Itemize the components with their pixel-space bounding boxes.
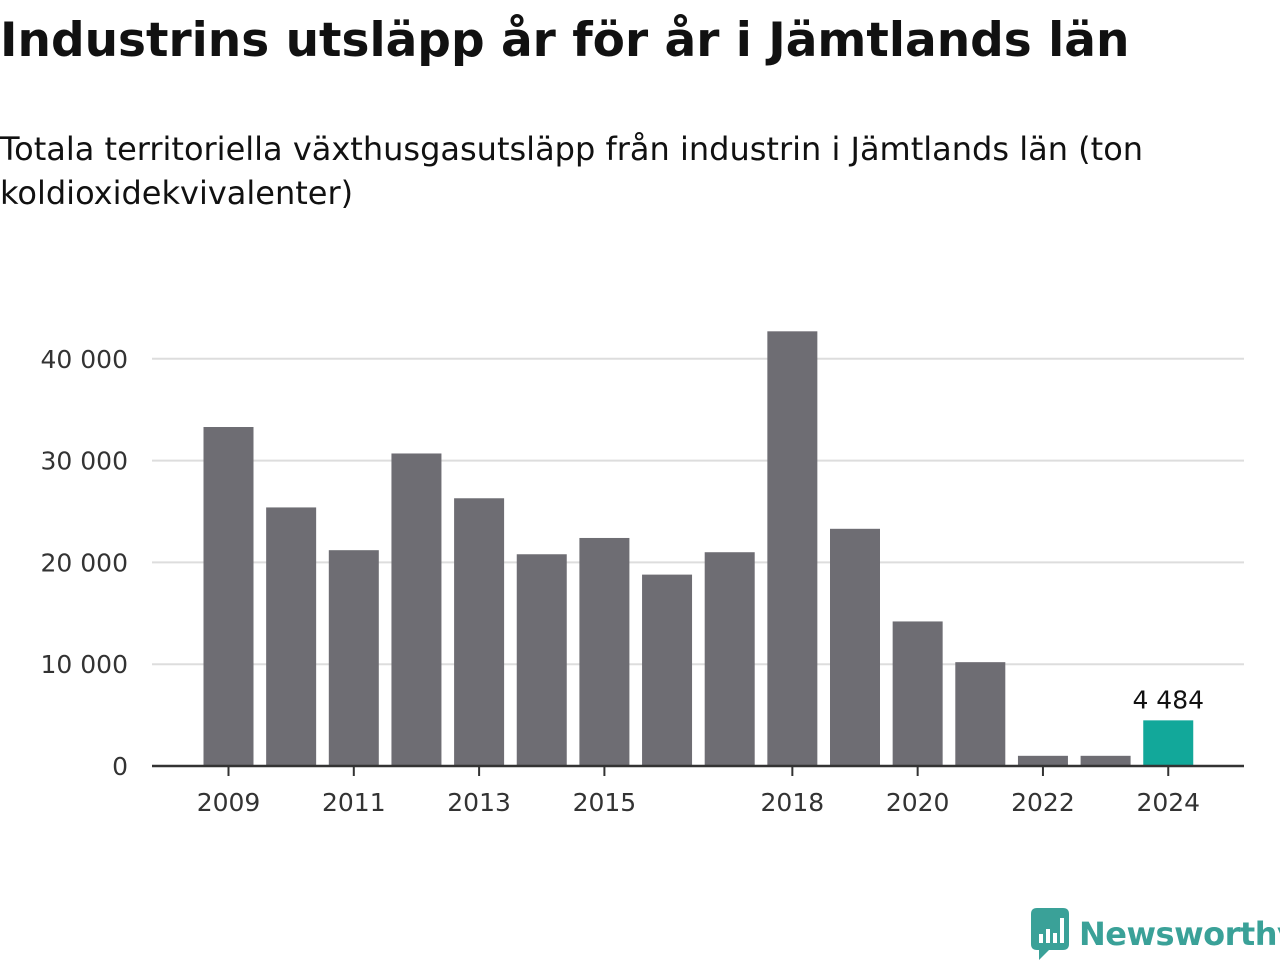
x-tick-label: 2020: [886, 788, 950, 817]
bar-2021: [955, 662, 1006, 766]
data-label: 4 484: [1132, 685, 1204, 714]
x-tick-label: 2024: [1136, 788, 1200, 817]
bar-2009: [203, 427, 254, 766]
x-tick-label: 2022: [1011, 788, 1075, 817]
bar-2013: [454, 498, 505, 766]
x-tick-label: 2013: [447, 788, 511, 817]
bar-2012: [391, 453, 442, 766]
x-tick-label: 2011: [322, 788, 386, 817]
x-tick-label: 2009: [197, 788, 261, 817]
bar-chart: 0 10 000 20 000 30 000 40 000 2009 2011 2013 201…: [41, 331, 1244, 817]
y-tick-label: 0: [112, 752, 128, 781]
newsworthy-logo-icon: [1031, 908, 1069, 960]
bar-2015: [579, 537, 630, 766]
x-tick-label: 2015: [573, 788, 637, 817]
bar-2023: [1080, 755, 1131, 766]
x-tick-label: 2018: [761, 788, 825, 817]
chart-subtitle: Totala territoriella växthusgasutsläpp f…: [0, 130, 1144, 212]
y-tick-label: 10 000: [41, 650, 128, 679]
bar-2024: [1143, 720, 1194, 766]
bar-2019: [830, 528, 880, 766]
bar-2018: [767, 331, 818, 766]
y-tick-label: 40 000: [41, 345, 128, 374]
bar-2022: [1017, 755, 1068, 766]
chart-title: Industrins utsläpp år för år i Jämtlands…: [0, 13, 1130, 68]
bar-2014: [516, 554, 567, 766]
bar-2020: [892, 621, 943, 766]
bar-2011: [328, 550, 379, 766]
y-tick-label: 30 000: [41, 447, 128, 476]
newsworthy-logo-text: Newsworthy: [1079, 915, 1280, 953]
bar-2016: [642, 574, 693, 766]
newsworthy-logo: Newsworthy: [1031, 908, 1280, 960]
y-tick-label: 20 000: [41, 548, 128, 577]
bar-2010: [266, 507, 317, 766]
bar-2017: [704, 552, 755, 766]
